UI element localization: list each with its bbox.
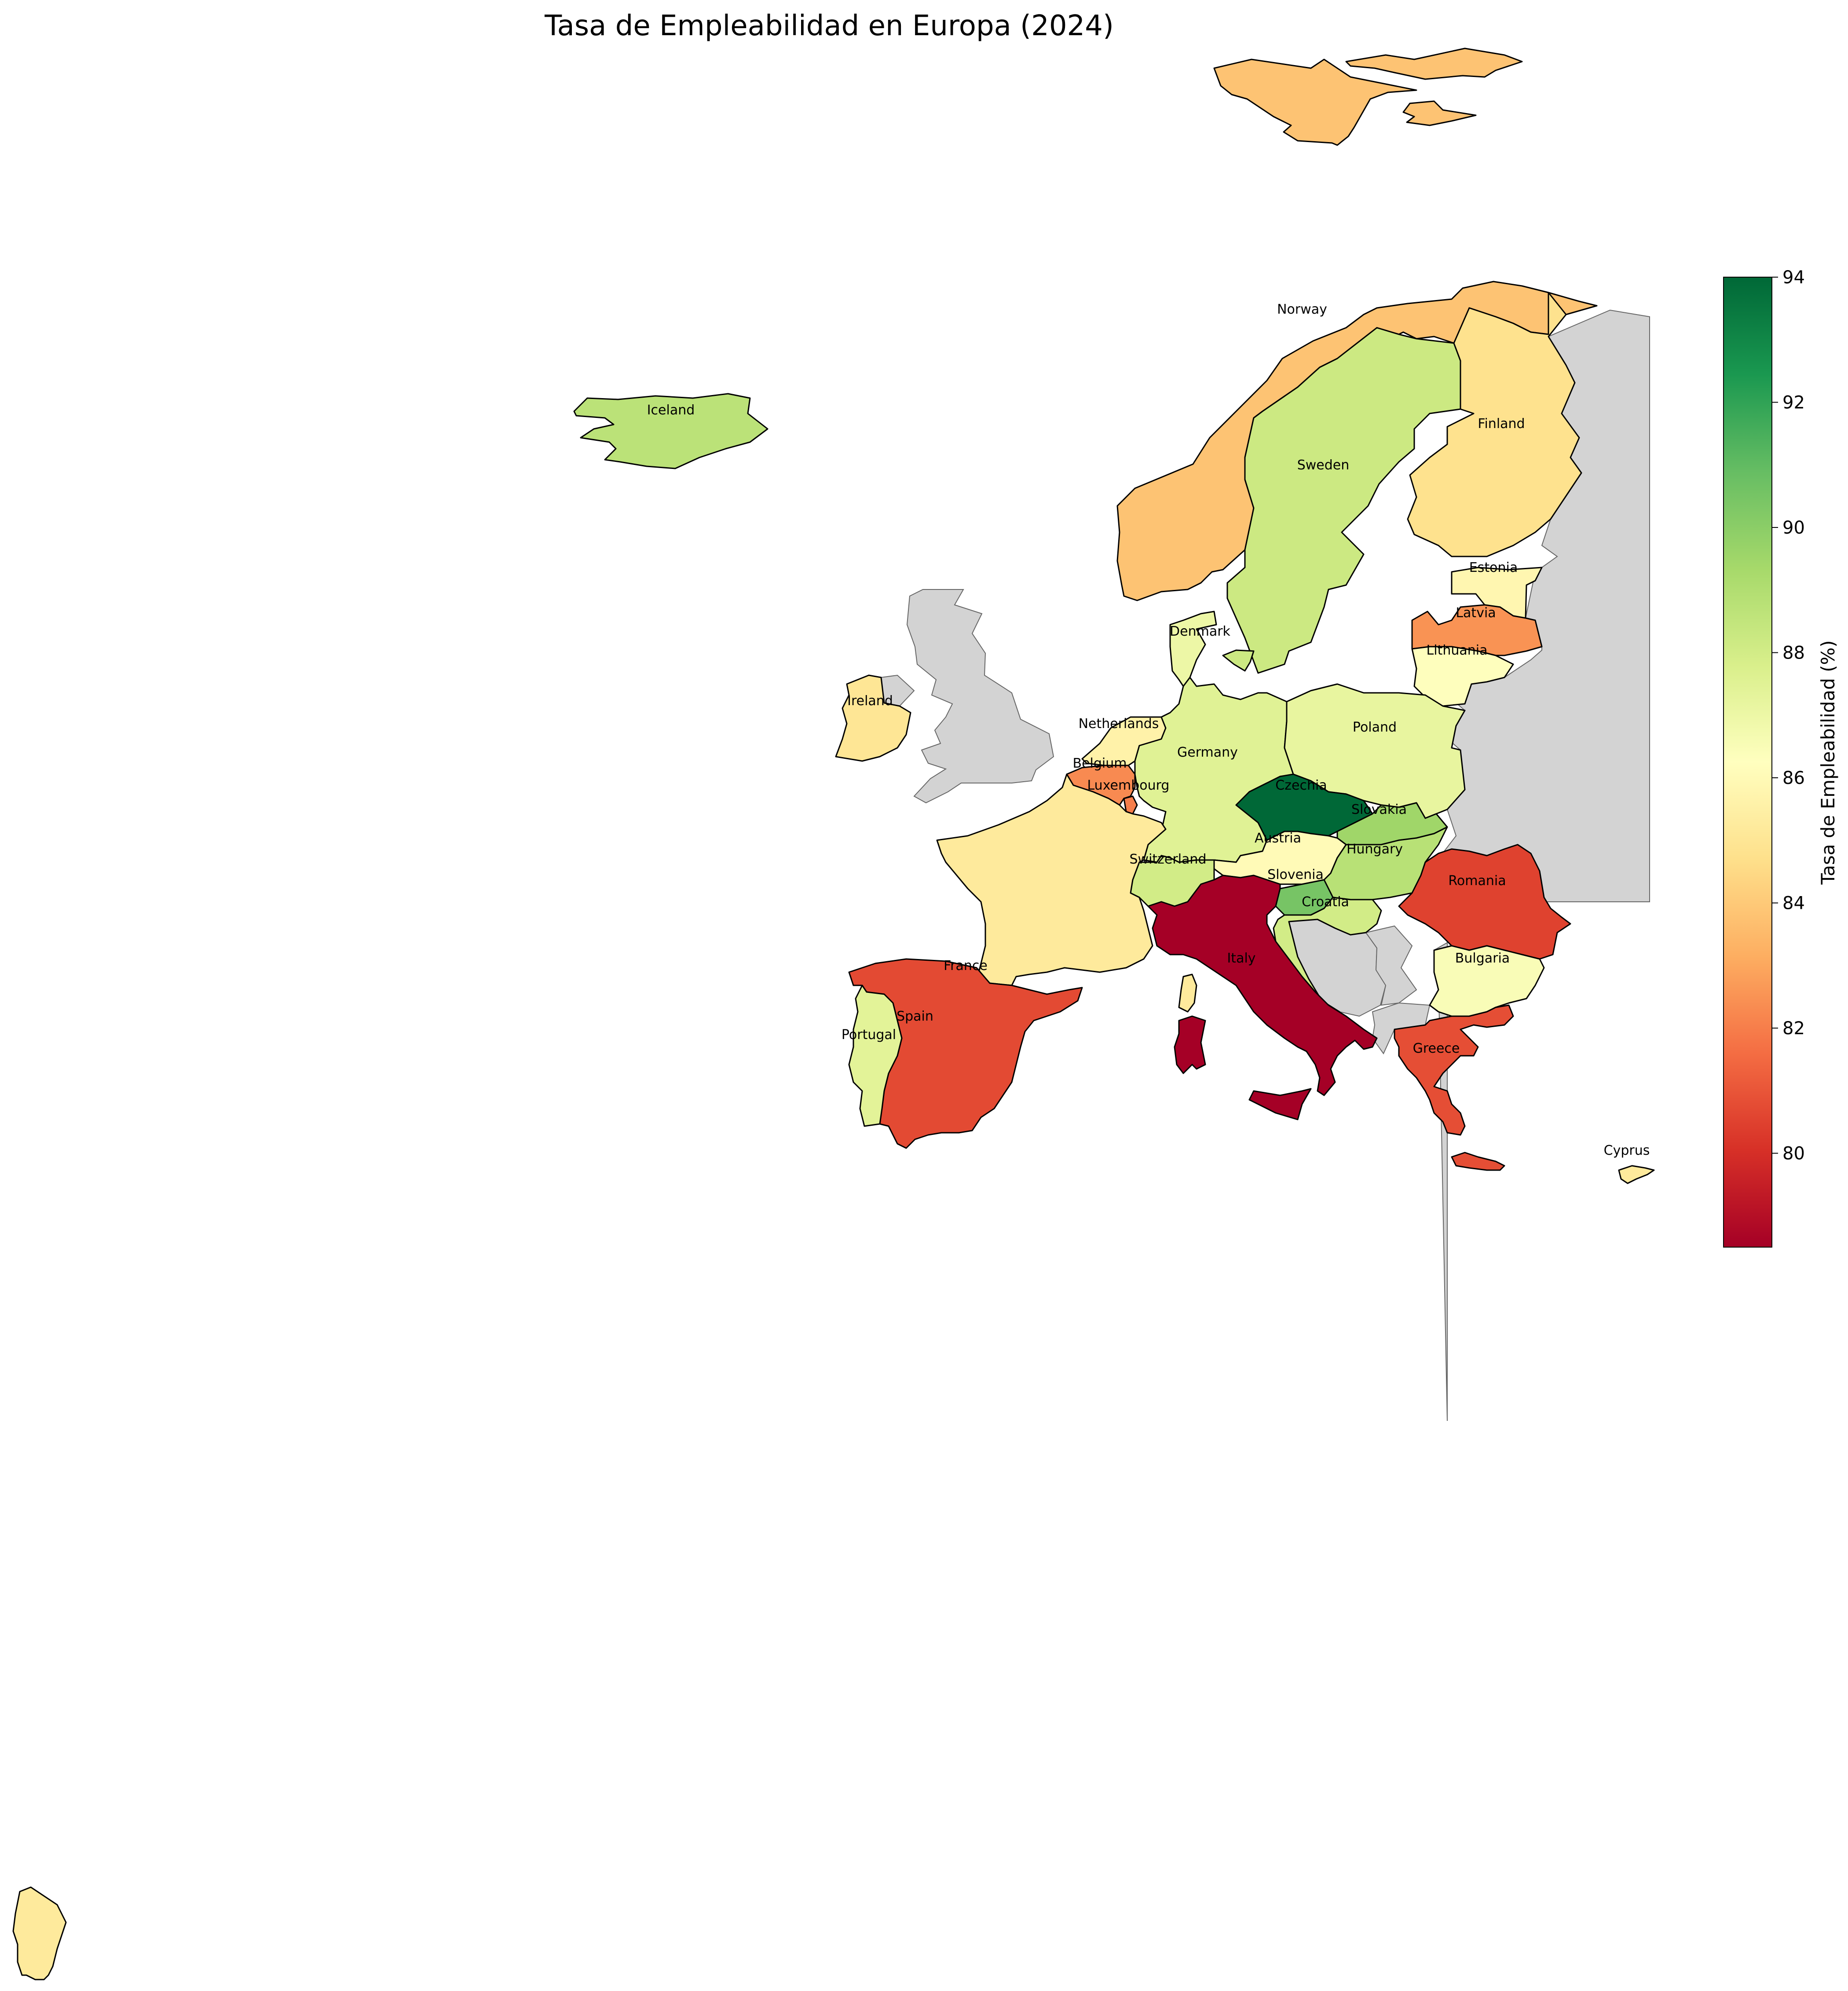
country-label-norway: Norway	[1277, 302, 1327, 317]
countries	[12, 48, 1655, 1980]
country-france[interactable]	[12, 1886, 67, 1980]
country-greece[interactable]	[1394, 1004, 1514, 1136]
country-sweden[interactable]	[1222, 649, 1255, 672]
country-label-poland: Poland	[1353, 720, 1397, 735]
country-label-estonia: Estonia	[1469, 560, 1518, 575]
colorbar-tick-label: 86	[1782, 768, 1805, 788]
country-norway[interactable]	[1213, 59, 1417, 146]
country-norway[interactable]	[1402, 100, 1477, 126]
country-label-germany: Germany	[1177, 745, 1238, 760]
colorbar: 80 82 84 86 88 90 92 94 Tasa de Empleabilidad (…	[1723, 267, 1839, 1248]
colorbar-tick-label: 82	[1782, 1018, 1805, 1039]
country-france[interactable]	[936, 773, 1167, 986]
country-label-sweden: Sweden	[1297, 457, 1350, 473]
country-iceland[interactable]	[573, 393, 768, 469]
country-norway[interactable]	[1345, 48, 1523, 80]
country-label-romania: Romania	[1448, 873, 1506, 889]
country-finland[interactable]	[1407, 292, 1582, 557]
colorbar-tick-label: 90	[1782, 518, 1805, 538]
country-label-slovenia: Slovenia	[1267, 867, 1324, 882]
country-romania[interactable]	[1398, 844, 1571, 960]
country-denmark[interactable]	[1169, 611, 1217, 687]
great-britain	[906, 589, 1054, 804]
country-label-switzerland: Switzerland	[1130, 852, 1207, 867]
country-label-netherlands: Netherlands	[1079, 716, 1159, 732]
country-label-iceland: Iceland	[647, 403, 695, 418]
country-label-denmark: Denmark	[1170, 624, 1231, 639]
country-italy[interactable]	[1147, 875, 1378, 1096]
country-label-slovakia: Slovakia	[1351, 802, 1407, 817]
country-greece[interactable]	[1451, 1152, 1505, 1171]
country-ireland[interactable]	[835, 674, 911, 762]
country-italy[interactable]	[1174, 1015, 1206, 1074]
country-portugal[interactable]	[848, 985, 903, 1127]
country-label-latvia: Latvia	[1456, 605, 1496, 621]
country-lithuania[interactable]	[1411, 646, 1514, 707]
colorbar-ticks: 80 82 84 86 88 90 92 94	[1772, 267, 1805, 1164]
country-label-italy: Italy	[1227, 951, 1255, 966]
country-cyprus[interactable]	[1618, 1165, 1655, 1184]
map-title: Tasa de Empleabilidad en Europa (2024)	[545, 10, 1114, 42]
country-label-portugal: Portugal	[842, 1027, 896, 1043]
country-italy[interactable]	[1248, 1088, 1312, 1120]
country-label-luxembourg: Luxembourg	[1087, 778, 1170, 793]
country-label-croatia: Croatia	[1302, 894, 1349, 910]
country-label-bulgaria: Bulgaria	[1455, 951, 1510, 966]
country-bulgaria[interactable]	[1429, 945, 1545, 1017]
colorbar-tick-label: 80	[1782, 1144, 1805, 1164]
country-label-czechia: Czechia	[1275, 778, 1327, 793]
colorbar-tick-label: 84	[1782, 893, 1805, 914]
colorbar-label: Tasa de Empleabilidad (%)	[1817, 640, 1839, 885]
country-france[interactable]	[1178, 974, 1197, 1013]
colorbar-tick-label: 88	[1782, 643, 1805, 663]
colorbar-tick-label: 92	[1782, 393, 1805, 413]
country-label-greece: Greece	[1413, 1041, 1460, 1056]
country-label-cyprus: Cyprus	[1604, 1143, 1650, 1158]
country-labels: Norway Iceland Sweden Finland Estonia Latvia L…	[647, 302, 1650, 1158]
country-label-belgium: Belgium	[1073, 756, 1127, 771]
country-label-ireland: Ireland	[847, 693, 893, 709]
country-label-lithuania: Lithuania	[1427, 643, 1488, 658]
country-label-hungary: Hungary	[1347, 842, 1403, 857]
country-label-austria: Austria	[1255, 831, 1301, 846]
country-label-france: France	[944, 958, 988, 974]
country-label-spain: Spain	[897, 1009, 933, 1024]
colorbar-gradient	[1723, 277, 1772, 1248]
country-label-finland: Finland	[1478, 416, 1525, 432]
colorbar-tick-label: 94	[1782, 267, 1805, 288]
country-luxembourg[interactable]	[1123, 795, 1138, 815]
